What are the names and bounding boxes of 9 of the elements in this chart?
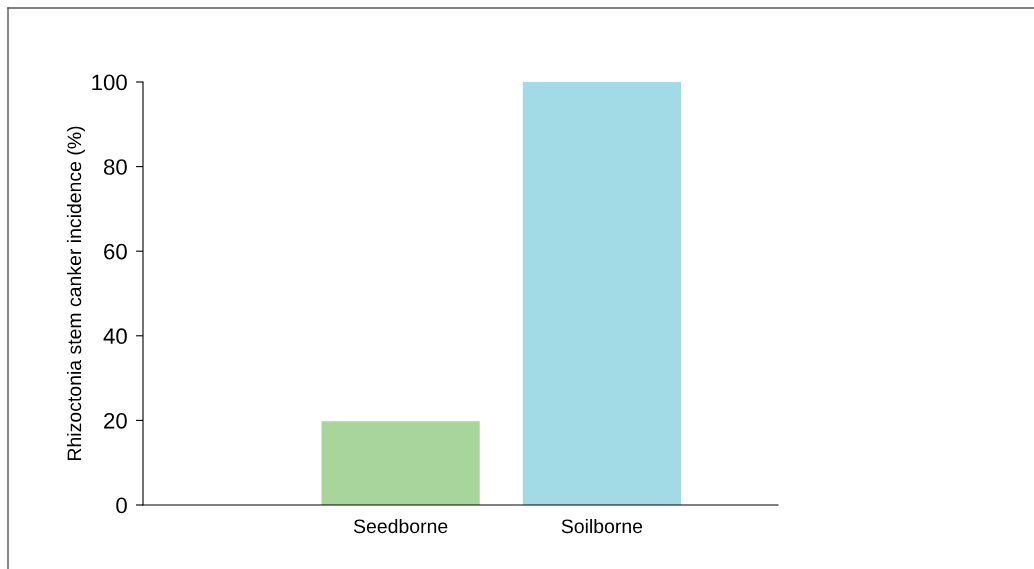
y-tick-label: 80 (103, 159, 127, 175)
x-tick-label: Seedborne (353, 518, 448, 534)
y-tick-label: 100 (92, 74, 127, 91)
y-tick-label: 60 (104, 243, 127, 260)
y-tick-label: 0 (116, 497, 127, 514)
y-tick-label: 20 (104, 412, 127, 429)
y-axis-title: Rhizoctonia stem canker incidence (%) (66, 126, 86, 460)
x-tick-label: Soilborne (561, 518, 643, 534)
y-tick-label: 40 (103, 328, 127, 345)
